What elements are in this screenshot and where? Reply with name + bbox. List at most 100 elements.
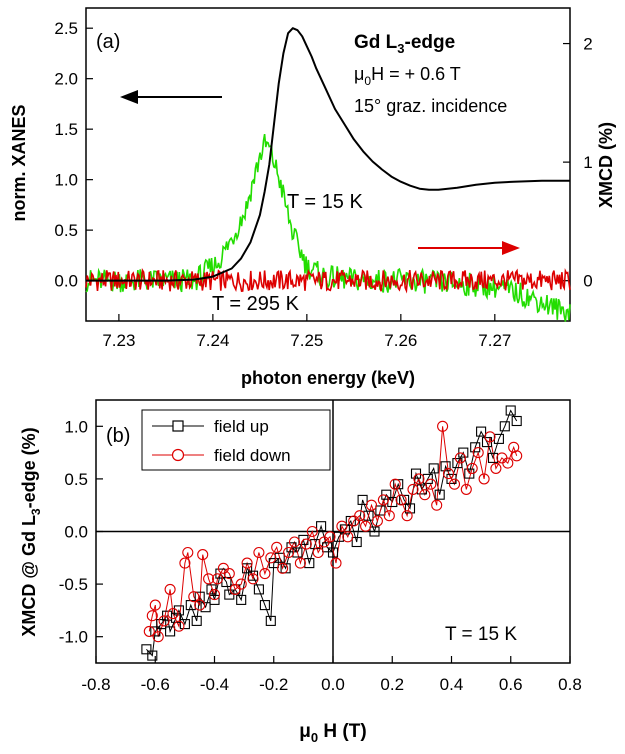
point-field-down	[448, 478, 461, 490]
panel-a-t295-label: T = 295 K	[212, 293, 300, 315]
panel-b-t-label: T = 15 K	[445, 624, 517, 645]
point-field-up	[179, 619, 190, 630]
point-field-up	[327, 547, 339, 558]
point-field-down	[478, 473, 490, 485]
legend-up-label: field up	[214, 417, 269, 436]
point-field-down	[152, 631, 164, 643]
point-field-up	[339, 524, 350, 535]
point-field-down	[259, 568, 271, 580]
panel-a-y-left-ticks: 0.0 0.5 1.0 1.5 2.0 2.5	[54, 19, 93, 291]
y-tick-label: 1.0	[54, 171, 78, 190]
point-field-down	[149, 599, 161, 611]
point-field-down	[158, 615, 170, 627]
point-field-up	[259, 600, 270, 611]
point-field-down	[511, 450, 523, 462]
point-field-down	[324, 531, 336, 543]
point-field-up	[511, 415, 522, 427]
point-field-down	[336, 520, 348, 532]
legend: field up field down	[141, 409, 331, 471]
point-field-down	[490, 462, 502, 474]
point-field-down	[143, 625, 155, 637]
x-tick-label: 7.27	[478, 331, 511, 350]
panel-a-x-ticks: 7.23 7.24 7.25 7.26 7.27	[102, 314, 511, 350]
point-field-up	[141, 644, 152, 655]
point-field-down	[188, 591, 200, 603]
legend-down-label: field down	[214, 446, 291, 465]
x-tick-label: -0.8	[81, 675, 110, 694]
point-field-up	[253, 584, 264, 595]
point-field-up	[156, 619, 167, 630]
point-field-down	[437, 420, 449, 432]
panel-b-xlabel: μ0 H (T)	[299, 721, 366, 745]
point-field-up	[242, 563, 253, 574]
point-field-down	[288, 536, 301, 548]
series-xmcd-15k	[85, 133, 571, 322]
panel-b: -0.8 -0.6 -0.4 -0.2 0.0 0.2 0.4 0.6 0.8 -1.0 -0.5…	[19, 399, 582, 745]
point-field-down	[383, 510, 395, 522]
point-field-down	[182, 546, 194, 559]
y-tick-label: 0.0	[54, 272, 78, 291]
point-field-down	[197, 549, 209, 561]
y-tick-label: 2.5	[54, 19, 78, 38]
panel-b-tag: (b)	[106, 425, 130, 447]
y-tick-label: 0.5	[54, 221, 78, 240]
panel-b-zero-lines	[96, 400, 570, 663]
panel-a: 7.23 7.24 7.25 7.26 7.27 0.00.51.01.52.02.5 …	[9, 7, 616, 388]
point-field-up	[292, 547, 303, 558]
point-field-up	[191, 615, 202, 626]
point-field-down	[342, 531, 354, 543]
point-field-down	[395, 494, 407, 506]
x-tick-label: 7.25	[290, 331, 323, 350]
legend-down-marker	[171, 448, 185, 462]
point-field-down	[283, 546, 295, 559]
panel-a-field-label: μ0H = + 0.6 T	[354, 64, 461, 88]
y-tick-label: 1.0	[64, 417, 88, 436]
panel-a-y-right-ticks: 0 1 2	[563, 35, 593, 291]
panel-a-ylabel-left: norm. XANES	[9, 104, 29, 221]
arrow-right-head	[502, 241, 520, 255]
x-tick-label: 7.26	[384, 331, 417, 350]
point-field-down	[502, 457, 514, 469]
panel-a-frame	[85, 7, 571, 322]
point-field-down	[247, 573, 259, 585]
x-tick-label: -0.2	[259, 675, 288, 694]
point-field-up	[194, 591, 205, 602]
point-field-down	[146, 610, 158, 622]
point-field-up	[357, 494, 368, 505]
arrow-left-head	[120, 90, 138, 104]
point-field-down	[377, 494, 389, 506]
y2-tick-label: 1	[583, 153, 592, 172]
x-tick-label: -0.4	[200, 675, 229, 694]
point-field-down	[425, 478, 437, 490]
point-field-down	[466, 462, 478, 474]
point-field-up	[505, 405, 516, 416]
point-field-down	[241, 557, 253, 569]
point-field-down	[419, 489, 431, 501]
panel-a-t15-label: T = 15 K	[287, 191, 363, 213]
panel-b-ylabel: XMCD @ Gd L3-edge (%)	[19, 427, 43, 636]
point-field-down	[431, 499, 443, 511]
y-tick-label: 0.5	[64, 470, 88, 489]
point-field-down	[442, 468, 455, 480]
point-field-up	[200, 602, 211, 613]
point-field-up	[434, 489, 445, 500]
point-field-down	[365, 499, 378, 511]
point-field-down	[413, 473, 425, 485]
point-field-up	[304, 558, 315, 569]
point-field-up	[369, 526, 380, 537]
point-field-up	[404, 503, 416, 514]
point-field-up	[236, 594, 247, 605]
panel-a-ylabel-right: XMCD (%)	[596, 122, 616, 208]
point-field-down	[223, 568, 235, 580]
point-field-up	[316, 521, 327, 532]
x-tick-label: 0.0	[321, 675, 345, 694]
point-field-down	[208, 589, 221, 601]
point-field-down	[179, 557, 191, 569]
point-field-down	[354, 510, 366, 522]
point-field-up	[499, 421, 510, 432]
x-tick-label: -0.6	[141, 675, 170, 694]
point-field-down	[300, 538, 312, 550]
point-field-down	[360, 520, 372, 532]
y-tick-label: 1.5	[54, 120, 78, 139]
